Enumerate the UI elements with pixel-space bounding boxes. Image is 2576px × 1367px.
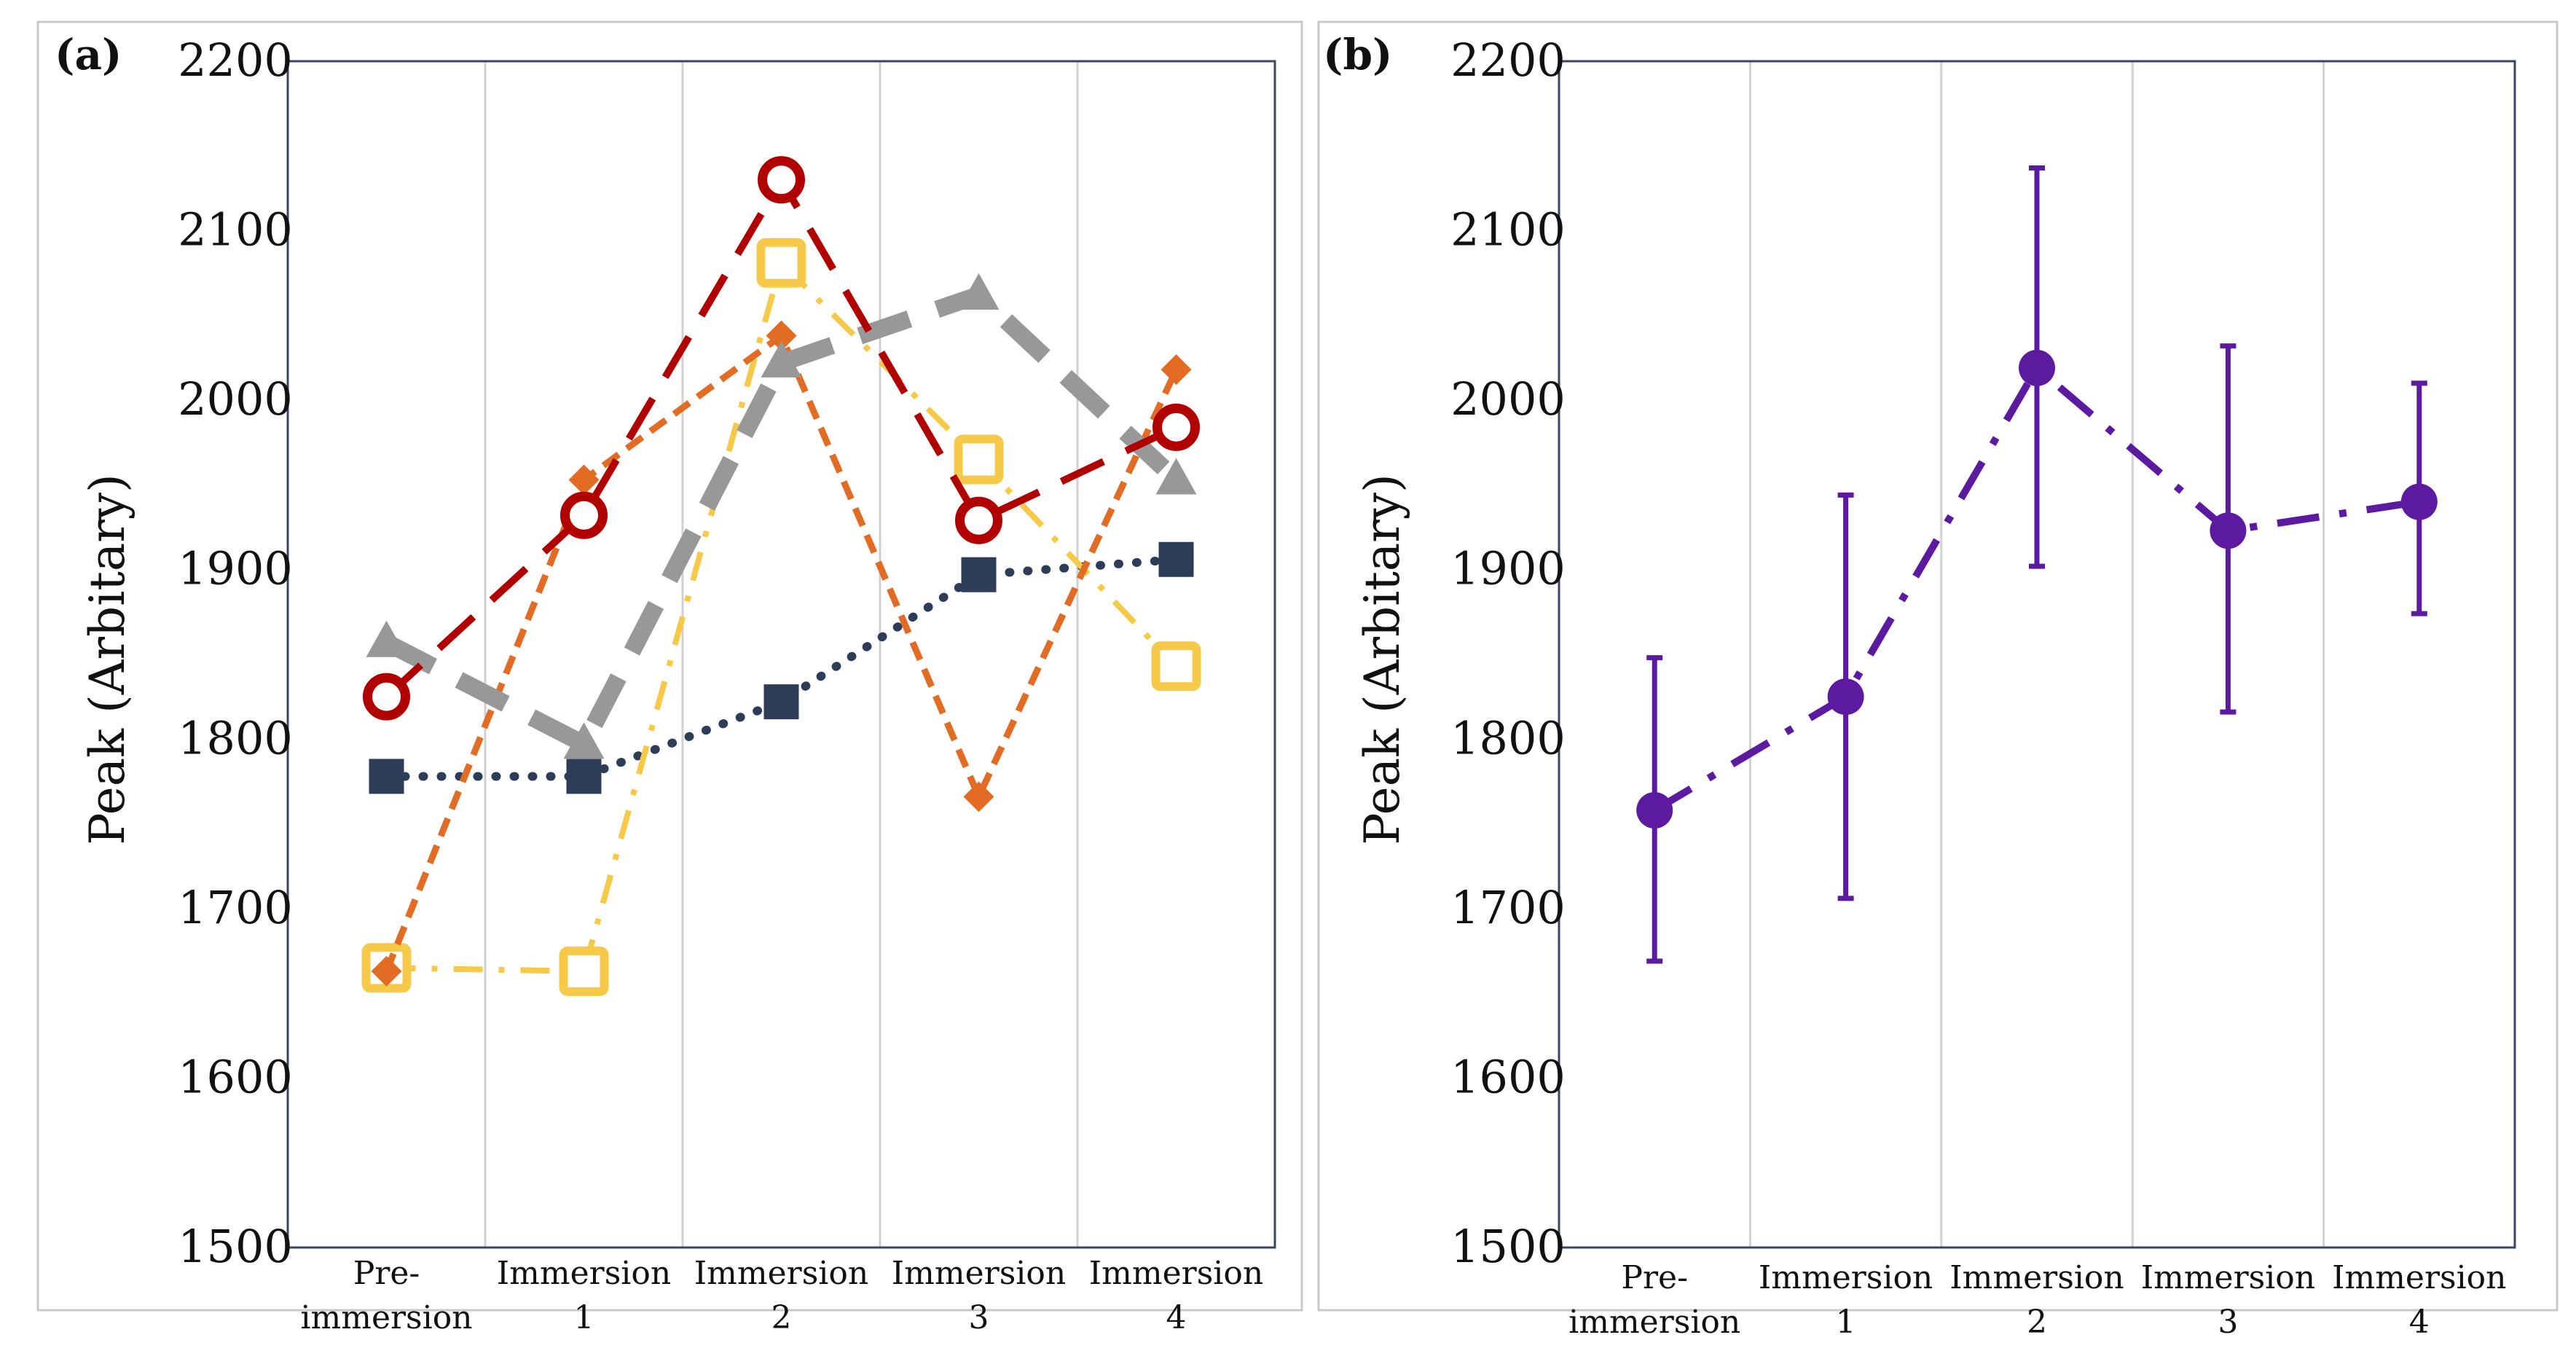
panel-b-x-tick-label: Immersion bbox=[1759, 1259, 1933, 1296]
series-gray-triangle bbox=[366, 273, 1197, 759]
panel-b-plot-area bbox=[1558, 60, 2516, 1249]
panel-a-y-tick-label: 1500 bbox=[178, 1220, 293, 1273]
panel-b-series bbox=[1636, 165, 2438, 964]
panel-b-x-tick-label: Immersion bbox=[2332, 1259, 2506, 1296]
panel-b-y-tick-label: 1800 bbox=[1450, 711, 1566, 764]
data-point-red-circle bbox=[363, 673, 410, 721]
panel-a-x-tick-label: Immersion bbox=[694, 1255, 868, 1292]
panel-a-x-tick-label: Immersion bbox=[892, 1255, 1066, 1292]
panel-a-x-tick-label: 3 bbox=[969, 1299, 989, 1336]
panel-b-x-tick-label: 4 bbox=[2409, 1304, 2430, 1341]
data-point-gray-triangle bbox=[563, 722, 605, 759]
data-point-red-circle bbox=[1152, 403, 1200, 451]
data-point-orange-diamond bbox=[371, 955, 402, 987]
panel-a-y-tick-label: 1800 bbox=[178, 711, 293, 764]
data-point-yellow-square bbox=[1151, 641, 1201, 692]
data-point-gray-triangle bbox=[761, 340, 802, 377]
panel-a-x-ticks: Pre-immersion Immersion 1 Immersion 2 Immersi… bbox=[300, 1255, 1263, 1336]
panel-b-y-tick-label: 1500 bbox=[1450, 1220, 1566, 1273]
data-point-navy-square bbox=[763, 684, 799, 720]
data-point-gray-triangle bbox=[1155, 458, 1197, 495]
series-line-navy-square bbox=[382, 555, 1181, 781]
panel-b-x-tick-label: Immersion bbox=[2141, 1259, 2315, 1296]
panel-a-y-tick-label: 2100 bbox=[178, 203, 293, 256]
panel-a-y-tick-label: 1700 bbox=[178, 881, 293, 934]
data-point-mean bbox=[1827, 678, 1864, 716]
panel-a-gridlines bbox=[484, 61, 1079, 1247]
data-point-mean bbox=[2400, 483, 2438, 520]
panel-b-gridlines bbox=[1748, 61, 2325, 1247]
data-point-red-circle bbox=[560, 491, 608, 539]
panel-a-x-tick-label: 2 bbox=[771, 1299, 792, 1336]
panel-a-y-tick-label: 2000 bbox=[178, 372, 293, 426]
panel-a-y-axis-title: Peak (Arbitary) bbox=[79, 474, 136, 845]
panel-b-label: (b) bbox=[1323, 30, 1392, 79]
data-point-navy-square bbox=[1158, 541, 1194, 577]
data-point-yellow-square bbox=[954, 434, 1004, 485]
panel-a-x-tick-label: Immersion bbox=[497, 1255, 671, 1292]
panel-b-y-tick-label: 2200 bbox=[1450, 34, 1566, 87]
data-point-orange-diamond bbox=[766, 320, 797, 351]
data-point-mean bbox=[2019, 349, 2055, 386]
data-point-mean bbox=[1636, 791, 1673, 829]
panel-b-frame bbox=[1317, 20, 2559, 1312]
panel-b-y-tick-label: 2000 bbox=[1450, 372, 1566, 426]
panel-b-x-tick-label: 1 bbox=[1836, 1304, 1856, 1341]
panel-b-x-tick-label: 2 bbox=[2027, 1304, 2047, 1341]
data-point-yellow-square bbox=[756, 238, 806, 288]
panel-a-series bbox=[361, 156, 1201, 996]
data-point-gray-triangle bbox=[958, 273, 1000, 310]
data-point-navy-square bbox=[961, 557, 997, 592]
panel-b-y-tick-label: 1600 bbox=[1450, 1050, 1566, 1103]
data-point-gray-triangle bbox=[366, 620, 407, 657]
data-point-red-circle bbox=[758, 156, 805, 204]
panel-b-x-tick-label: Pre- bbox=[1621, 1259, 1688, 1296]
panel-a-plot-area bbox=[286, 60, 1276, 1249]
panel-b-x-ticks: Pre-immersion Immersion 1 Immersion 2 Immersi… bbox=[1568, 1259, 2506, 1341]
panel-b-y-tick-label: 1700 bbox=[1450, 881, 1566, 934]
series-line-mean bbox=[1652, 364, 2420, 814]
panel-b-chart: (b) Peak (Arbitary) 1500 1600 1700 1800 1900… bbox=[1317, 20, 2559, 1341]
panel-b-y-ticks: 1500 1600 1700 1800 1900 2000 2100 2200 bbox=[1450, 34, 1566, 1273]
panel-a-y-ticks: 1500 1600 1700 1800 1900 2000 2100 2200 bbox=[178, 34, 293, 1273]
data-point-mean bbox=[2210, 512, 2247, 549]
panel-a-x-tick-label: 1 bbox=[574, 1299, 594, 1336]
panel-a-label: (a) bbox=[55, 30, 122, 79]
series-mean bbox=[1636, 165, 2438, 964]
panel-a-y-tick-label: 1600 bbox=[178, 1050, 293, 1103]
data-point-navy-square bbox=[369, 759, 404, 794]
panel-b-y-tick-label: 2100 bbox=[1450, 203, 1566, 256]
data-point-navy-square bbox=[566, 759, 602, 794]
data-point-red-circle bbox=[955, 496, 1002, 544]
panel-a-x-tick-label: 4 bbox=[1166, 1299, 1187, 1336]
data-point-yellow-square bbox=[559, 946, 609, 996]
series-line-orange-diamond bbox=[383, 332, 1179, 973]
panel-b-x-tick-label: immersion bbox=[1568, 1304, 1740, 1341]
panel-a-frame bbox=[36, 20, 1303, 1312]
panel-a-x-tick-label: Immersion bbox=[1089, 1255, 1263, 1292]
panel-b-y-tick-label: 1900 bbox=[1450, 542, 1566, 595]
panel-a-x-tick-label: Pre- bbox=[353, 1255, 420, 1292]
panel-b-x-tick-label: 3 bbox=[2218, 1304, 2238, 1341]
panel-a-chart: (a) Peak (Arbitary) 1500 1600 1700 1800 1900… bbox=[36, 20, 1303, 1336]
panel-b-x-tick-label: Immersion bbox=[1949, 1259, 2124, 1296]
series-navy-square bbox=[369, 541, 1194, 794]
data-point-orange-diamond bbox=[568, 464, 600, 496]
data-point-orange-diamond bbox=[963, 781, 994, 812]
panel-b-y-axis-title: Peak (Arbitary) bbox=[1354, 474, 1410, 845]
series-yellow-square bbox=[361, 238, 1201, 996]
series-orange-diamond bbox=[371, 320, 1192, 987]
data-point-orange-diamond bbox=[1161, 354, 1192, 385]
panel-a-x-tick-label: immersion bbox=[300, 1299, 472, 1336]
series-red-circle bbox=[363, 156, 1200, 721]
panel-a-y-tick-label: 2200 bbox=[178, 34, 293, 87]
panel-a-y-tick-label: 1900 bbox=[178, 542, 293, 595]
